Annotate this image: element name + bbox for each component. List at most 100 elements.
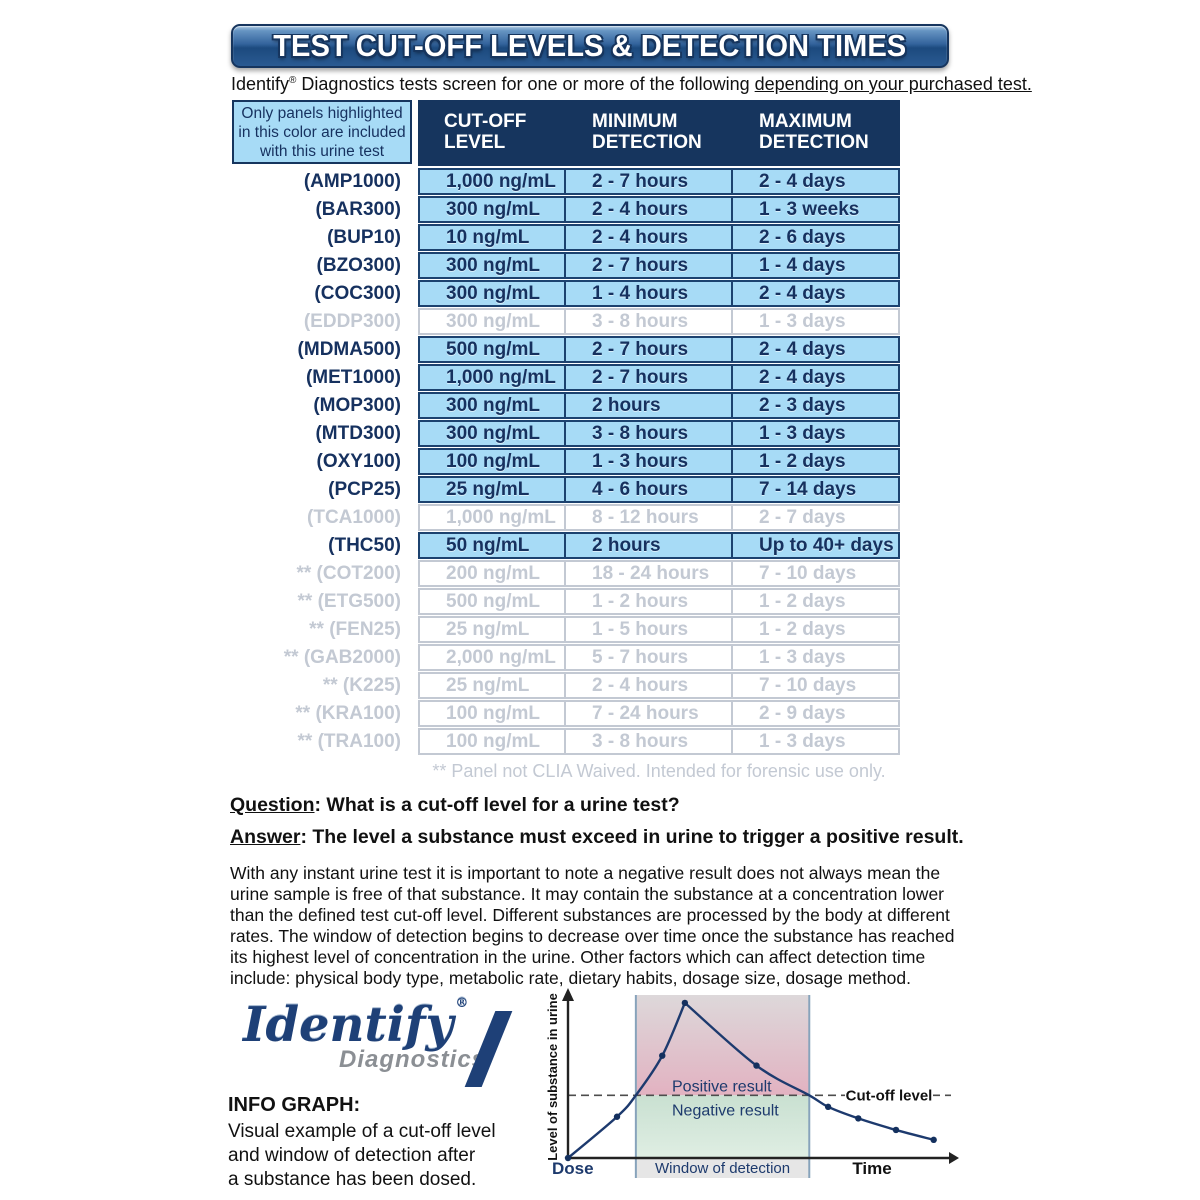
max-detection-cell: 2 - 4 days xyxy=(759,283,846,304)
table-row: 10 ng/mL 2 - 4 hours 2 - 6 days xyxy=(418,224,900,251)
panel-label: (BAR300) xyxy=(315,199,401,220)
info-graph-line: and window of detection after xyxy=(228,1145,476,1166)
table-row: 200 ng/mL 18 - 24 hours 7 - 10 days xyxy=(418,560,900,587)
title-banner: TEST CUT-OFF LEVELS & DETECTION TIMES xyxy=(231,24,949,68)
panel-label: ** (TRA100) xyxy=(297,731,401,752)
table-row: 100 ng/mL 7 - 24 hours 2 - 9 days xyxy=(418,700,900,727)
max-detection-cell: 2 - 4 days xyxy=(759,171,846,192)
cutoff-cell: 300 ng/mL xyxy=(420,198,566,221)
min-detection-cell: 2 hours xyxy=(566,534,733,557)
max-detection-cell: 1 - 3 days xyxy=(759,647,846,668)
cutoff-cell: 300 ng/mL xyxy=(420,394,566,417)
max-detection-cell: 7 - 14 days xyxy=(759,479,857,500)
header-cutoff-level: CUT-OFF LEVEL xyxy=(444,111,527,153)
table-row: 300 ng/mL 2 hours 2 - 3 days xyxy=(418,392,900,419)
cutoff-cell: 50 ng/mL xyxy=(420,534,566,557)
detection-window-chart: Cut-off level Positive result Negative res… xyxy=(545,985,965,1185)
panel-label: (MDMA500) xyxy=(297,339,401,360)
min-detection-cell: 2 - 7 hours xyxy=(566,170,733,193)
max-detection-cell: Up to 40+ days xyxy=(759,535,894,556)
min-detection-cell: 2 - 4 hours xyxy=(566,226,733,249)
min-detection-cell: 3 - 8 hours xyxy=(566,730,733,753)
cutoff-level-label: Cut-off level xyxy=(846,1087,933,1104)
panel-label: (THC50) xyxy=(328,535,401,556)
body-paragraph: With any instant urine test it is import… xyxy=(230,863,955,988)
cutoff-cell: 300 ng/mL xyxy=(420,310,566,333)
panel-label: ** (K225) xyxy=(322,675,401,696)
subtitle: Identify® Diagnostics tests screen for o… xyxy=(231,74,1032,95)
window-of-detection-label: Window of detection xyxy=(655,1160,790,1177)
info-graph-heading: INFO GRAPH: xyxy=(228,1094,361,1116)
panel-label: (OXY100) xyxy=(316,451,401,472)
table-row: 100 ng/mL 1 - 3 hours 1 - 2 days xyxy=(418,448,900,475)
answer-line: Answer: The level a substance must excee… xyxy=(230,826,964,848)
table-row: 500 ng/mL 1 - 2 hours 1 - 2 days xyxy=(418,588,900,615)
table-row: 1,000 ng/mL 2 - 7 hours 2 - 4 days xyxy=(418,168,900,195)
max-detection-cell: 2 - 9 days xyxy=(759,703,846,724)
info-graph-line: a substance has been dosed. xyxy=(228,1169,477,1190)
min-detection-cell: 2 - 4 hours xyxy=(566,674,733,697)
brand-logo: Identify ® Diagnostics xyxy=(243,996,533,1097)
max-detection-cell: 2 - 6 days xyxy=(759,227,846,248)
cutoff-cell: 10 ng/mL xyxy=(420,226,566,249)
max-detection-cell: 2 - 4 days xyxy=(759,339,846,360)
max-detection-cell: 1 - 3 days xyxy=(759,311,846,332)
panel-label: ** (FEN25) xyxy=(309,619,401,640)
panel-label: (MET1000) xyxy=(305,367,401,388)
subtitle-text: Diagnostics tests screen for one or more… xyxy=(296,74,755,94)
table-row: 300 ng/mL 2 - 7 hours 1 - 4 days xyxy=(418,252,900,279)
max-detection-cell: 2 - 7 days xyxy=(759,507,846,528)
table-row: 300 ng/mL 3 - 8 hours 1 - 3 days xyxy=(418,308,900,335)
header-maximum-detection: MAXIMUM DETECTION xyxy=(759,111,869,153)
cutoff-cell: 1,000 ng/mL xyxy=(420,506,566,529)
min-detection-cell: 2 - 7 hours xyxy=(566,338,733,361)
subtitle-brand: Identify xyxy=(231,74,290,94)
panel-label: (COC300) xyxy=(314,283,401,304)
panel-label: (BUP10) xyxy=(327,227,401,248)
cutoff-cell: 25 ng/mL xyxy=(420,478,566,501)
table-header-row: CUT-OFF LEVEL MINIMUM DETECTION MAXIMUM … xyxy=(418,100,900,166)
max-detection-cell: 1 - 3 days xyxy=(759,731,846,752)
cutoff-cell: 500 ng/mL xyxy=(420,590,566,613)
header-minimum-detection: MINIMUM DETECTION xyxy=(592,111,702,153)
panel-labels-column: (AMP1000) (BAR300) (BUP10) (BZO300) (COC300)… xyxy=(210,168,410,756)
table-row: 2,000 ng/mL 5 - 7 hours 1 - 3 days xyxy=(418,644,900,671)
panel-label: ** (ETG500) xyxy=(297,591,401,612)
min-detection-cell: 2 - 7 hours xyxy=(566,366,733,389)
min-detection-cell: 3 - 8 hours xyxy=(566,310,733,333)
cutoff-cell: 100 ng/mL xyxy=(420,450,566,473)
max-detection-cell: 7 - 10 days xyxy=(759,563,857,584)
max-detection-cell: 1 - 4 days xyxy=(759,255,846,276)
cutoff-cell: 2,000 ng/mL xyxy=(420,646,566,669)
table-row: 100 ng/mL 3 - 8 hours 1 - 3 days xyxy=(418,728,900,755)
panel-label: (EDDP300) xyxy=(303,311,401,332)
cutoff-cell: 100 ng/mL xyxy=(420,702,566,725)
registered-mark: ® xyxy=(289,75,297,86)
min-detection-cell: 2 - 4 hours xyxy=(566,198,733,221)
max-detection-cell: 1 - 3 weeks xyxy=(759,199,860,220)
max-detection-cell: 2 - 4 days xyxy=(759,367,846,388)
max-detection-cell: 1 - 2 days xyxy=(759,451,846,472)
table-row: 1,000 ng/mL 8 - 12 hours 2 - 7 days xyxy=(418,504,900,531)
min-detection-cell: 1 - 2 hours xyxy=(566,590,733,613)
logo-subtext: Diagnostics xyxy=(339,1045,487,1073)
panel-label: (BZO300) xyxy=(316,255,401,276)
info-graph-line: Visual example of a cut-off level xyxy=(228,1121,496,1142)
min-detection-cell: 5 - 7 hours xyxy=(566,646,733,669)
min-detection-cell: 1 - 5 hours xyxy=(566,618,733,641)
panel-label: ** (KRA100) xyxy=(295,703,401,724)
table-row: 300 ng/mL 2 - 4 hours 1 - 3 weeks xyxy=(418,196,900,223)
clia-footnote: ** Panel not CLIA Waived. Intended for f… xyxy=(432,761,886,781)
max-detection-cell: 7 - 10 days xyxy=(759,675,857,696)
table-row: 25 ng/mL 2 - 4 hours 7 - 10 days xyxy=(418,672,900,699)
table-row: 25 ng/mL 4 - 6 hours 7 - 14 days xyxy=(418,476,900,503)
table-rows: 1,000 ng/mL 2 - 7 hours 2 - 4 days 300 n… xyxy=(418,168,900,756)
info-graph-caption: INFO GRAPH: Visual example of a cut-off … xyxy=(228,1094,496,1192)
max-detection-cell: 1 - 3 days xyxy=(759,423,846,444)
table-row: 500 ng/mL 2 - 7 hours 2 - 4 days xyxy=(418,336,900,363)
cutoff-cell: 200 ng/mL xyxy=(420,562,566,585)
table-row: 50 ng/mL 2 hours Up to 40+ days xyxy=(418,532,900,559)
cutoff-cell: 300 ng/mL xyxy=(420,254,566,277)
page-title: TEST CUT-OFF LEVELS & DETECTION TIMES xyxy=(273,28,907,63)
min-detection-cell: 1 - 3 hours xyxy=(566,450,733,473)
